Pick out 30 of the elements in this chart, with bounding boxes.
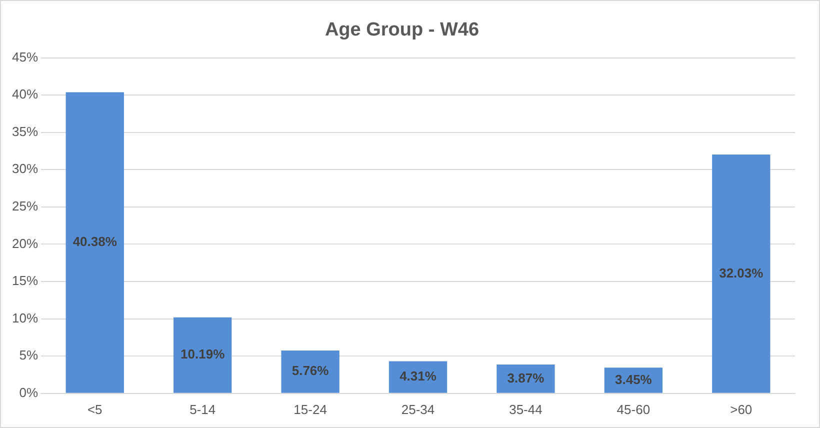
x-tick-label: 5-14 (190, 402, 216, 417)
x-tick-label: >60 (730, 402, 752, 417)
y-tick-label: 0% (19, 384, 38, 400)
x-tick-label: <5 (87, 402, 102, 417)
y-tick-label: 15% (12, 273, 38, 288)
y-tick-label: 20% (12, 236, 38, 251)
bar (496, 364, 555, 393)
y-tick-label: 10% (12, 310, 38, 326)
bar (66, 92, 124, 393)
bar (174, 317, 232, 393)
y-tick-label: 45% (12, 49, 38, 64)
data-label: 40.38% (72, 234, 118, 250)
y-tick-label: 35% (12, 124, 38, 139)
y-tick-label: 30% (12, 161, 38, 176)
data-label: 3.45% (614, 372, 652, 387)
x-tick-label: 15-24 (294, 402, 327, 417)
data-label: 5.76% (292, 363, 330, 378)
x-tick-label: 35-44 (509, 402, 542, 417)
y-tick-label: 40% (12, 86, 38, 102)
y-tick-label: 5% (19, 348, 38, 363)
x-tick-label: 25-34 (401, 402, 435, 417)
data-label: 10.19% (180, 346, 226, 362)
data-label: 32.03% (719, 265, 764, 280)
y-tick-label: 25% (12, 198, 38, 214)
bar (281, 350, 340, 393)
data-label: 4.31% (400, 368, 437, 384)
x-tick-label: 45-60 (616, 402, 650, 417)
bar (712, 154, 770, 393)
chart-title: Age Group - W46 (324, 20, 480, 41)
data-label: 3.87% (507, 370, 545, 386)
